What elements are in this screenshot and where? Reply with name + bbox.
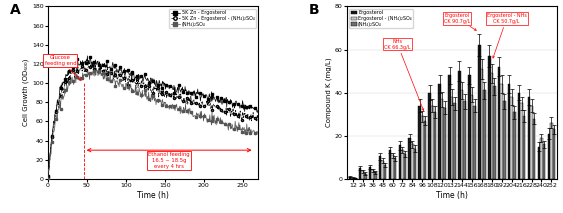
Bar <box>394 158 396 179</box>
Bar <box>441 99 444 179</box>
Text: Ergosterol - NHs
CK 50.7g/L: Ergosterol - NHs CK 50.7g/L <box>487 13 526 58</box>
Bar <box>434 112 436 179</box>
Y-axis label: Compound K (mg/L): Compound K (mg/L) <box>325 58 332 127</box>
Bar <box>493 86 495 179</box>
Bar <box>401 150 404 179</box>
Bar <box>490 73 493 179</box>
Bar <box>503 101 506 179</box>
Bar <box>538 147 540 179</box>
Text: NHs
CK 66.3g/L: NHs CK 66.3g/L <box>384 39 424 111</box>
Text: Ergosterol
CK 90.7g/L: Ergosterol CK 90.7g/L <box>444 13 476 30</box>
Bar <box>361 171 364 179</box>
Bar <box>520 104 523 179</box>
Bar <box>518 93 520 179</box>
Bar <box>553 129 555 179</box>
Text: A: A <box>10 3 21 17</box>
Bar <box>421 116 423 179</box>
Bar <box>523 116 525 179</box>
Bar <box>409 138 411 179</box>
Bar <box>428 93 431 179</box>
Bar <box>431 106 434 179</box>
Bar <box>468 75 471 179</box>
Y-axis label: Cell Growth (OD₆₀₀): Cell Growth (OD₆₀₀) <box>23 59 29 126</box>
Legend: Ergosterol, Ergosterol - (NH₄)₂SO₄, (NH₄)₂SO₄: Ergosterol, Ergosterol - (NH₄)₂SO₄, (NH₄… <box>349 9 413 28</box>
Bar <box>513 112 516 179</box>
Bar <box>471 95 473 179</box>
Bar <box>483 91 486 179</box>
Bar <box>404 154 406 179</box>
Bar <box>540 138 543 179</box>
Bar <box>388 150 391 179</box>
Bar <box>384 165 386 179</box>
Bar <box>461 91 463 179</box>
Bar <box>364 174 367 179</box>
Bar <box>508 84 511 179</box>
Bar <box>453 104 456 179</box>
Bar <box>501 84 503 179</box>
Bar <box>414 149 416 179</box>
Bar <box>473 106 476 179</box>
Bar <box>530 106 533 179</box>
Text: Glucose
feeding end: Glucose feeding end <box>44 55 81 81</box>
Bar <box>444 108 446 179</box>
Bar <box>423 121 426 179</box>
Bar <box>451 97 453 179</box>
Bar <box>379 156 381 179</box>
Bar <box>543 144 546 179</box>
Bar <box>478 45 481 179</box>
Bar <box>349 177 351 179</box>
Bar <box>533 118 535 179</box>
Bar <box>354 178 356 179</box>
X-axis label: Time (h): Time (h) <box>436 191 468 200</box>
Bar <box>374 173 377 179</box>
Bar <box>511 97 513 179</box>
Text: Ethanol feeding
16.5 ~ 18.5g
every 4 hrs: Ethanol feeding 16.5 ~ 18.5g every 4 hrs <box>148 152 190 169</box>
Bar <box>399 145 401 179</box>
Bar <box>391 155 394 179</box>
Bar <box>550 123 553 179</box>
Bar <box>463 101 466 179</box>
Bar <box>381 161 384 179</box>
Bar <box>498 67 501 179</box>
X-axis label: Time (h): Time (h) <box>137 191 169 200</box>
Text: B: B <box>309 3 320 17</box>
Bar <box>372 170 374 179</box>
Bar <box>369 167 372 179</box>
Bar <box>418 106 421 179</box>
Bar <box>458 71 461 179</box>
Bar <box>359 168 361 179</box>
Bar <box>488 56 490 179</box>
Bar <box>438 84 441 179</box>
Bar <box>411 144 414 179</box>
Bar <box>548 134 550 179</box>
Bar <box>528 97 530 179</box>
Bar <box>351 178 354 179</box>
Legend: 5K Zn - Ergosterol, 5K Zn - Ergosterol - (NH₄)₂SO₄, (NH₄)₂SO₄: 5K Zn - Ergosterol, 5K Zn - Ergosterol -… <box>169 9 256 28</box>
Bar <box>448 75 451 179</box>
Bar <box>481 69 483 179</box>
